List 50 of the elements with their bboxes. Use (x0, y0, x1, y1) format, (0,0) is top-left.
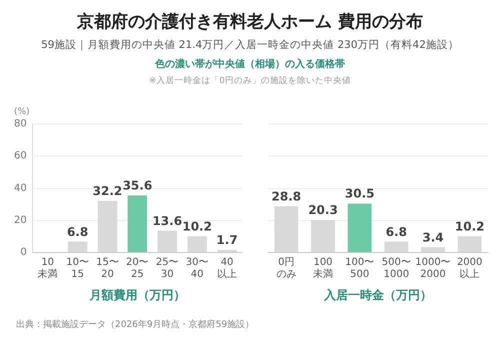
bar (128, 195, 148, 252)
data-label: 30.5 (344, 186, 374, 201)
bar (68, 242, 88, 252)
y-tick-label: 0 (20, 247, 27, 258)
x-tick-label: 10 未満 (38, 257, 58, 280)
source-note: 出典：掲載施設データ（2026年9月時点・京都府59施設） (16, 318, 254, 331)
data-label: 1.7 (216, 232, 238, 247)
data-label: 6.8 (386, 224, 407, 239)
data-label: 6.8 (66, 224, 88, 239)
bar (274, 206, 298, 252)
bar (311, 220, 335, 252)
x-axis-title: 入居一時金（万円） (323, 288, 432, 302)
x-tick-label: 500〜 1000 (382, 257, 411, 280)
bar (187, 236, 207, 252)
y-tick-label: 80 (14, 118, 27, 130)
x-tick-label: 10〜 15 (66, 257, 89, 280)
data-label: 20.3 (308, 203, 338, 218)
x-tick-label: 1000〜 2000 (415, 257, 451, 280)
chart-subtitle: 59施設｜月額費用の中央値 21.4万円／入居一時金の中央値 230万円（有料42施設） (40, 38, 460, 52)
y-axis-title: (%) (14, 106, 30, 117)
text: 色の濃い帯が中央値（相場）の入る価格帯 (154, 58, 346, 71)
data-label: 10.2 (182, 219, 212, 234)
x-tick-label: 20〜 25 (126, 257, 149, 280)
bar (158, 230, 177, 252)
x-tick-label: 100 未満 (313, 257, 333, 280)
bar (384, 242, 408, 252)
y-tick-label: 20 (14, 215, 27, 226)
x-axis-title: 月額費用（万円） (88, 288, 186, 302)
y-tick-label: 40 (14, 182, 27, 194)
text: ※入居一時金は「0円のみ」の施設を除いた中央値 (148, 75, 352, 87)
bar (348, 204, 372, 252)
x-tick-label: 25〜 30 (156, 257, 179, 280)
bar (421, 247, 445, 252)
data-label: 3.4 (422, 230, 444, 244)
x-tick-label: 40 以上 (217, 257, 238, 280)
data-label: 35.6 (122, 178, 152, 192)
data-label: 32.2 (92, 184, 122, 198)
bar (217, 250, 237, 252)
x-tick-label: 0円のみ (276, 257, 296, 280)
x-tick-label: 100〜 500 (345, 257, 374, 280)
chart-title: 京都府の介護付き有料老人ホーム 費用の分布 (76, 11, 424, 33)
x-tick-label: 2000 以上 (456, 257, 482, 280)
data-label: 10.2 (454, 219, 484, 234)
bar (98, 200, 118, 252)
bar (458, 236, 482, 252)
x-tick-label: 15〜 20 (96, 257, 119, 280)
y-tick-label: 60 (14, 150, 27, 162)
data-label: 28.8 (272, 189, 302, 204)
x-tick-label: 30〜 40 (186, 257, 209, 280)
data-label: 13.6 (152, 214, 182, 228)
